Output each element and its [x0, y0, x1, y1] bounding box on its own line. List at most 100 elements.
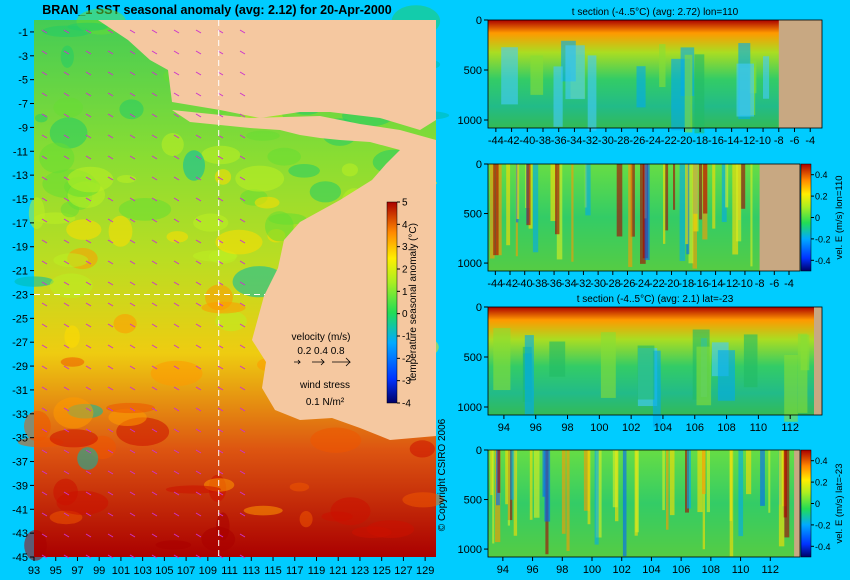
wind-arrow: [107, 155, 114, 160]
wind-arrow: [151, 407, 158, 412]
wind-arrow: [41, 29, 48, 34]
section-colorbar: [800, 163, 812, 272]
map-x-tick-label: 97: [71, 565, 83, 577]
wind-arrow: [195, 344, 202, 349]
wind-arrow: [63, 134, 70, 139]
section-feature: [685, 164, 689, 245]
wind-arrow: [195, 302, 202, 307]
section-feature: [797, 333, 808, 413]
anomaly-patch: [243, 505, 283, 516]
section-x-tick-label: -40: [517, 278, 533, 290]
anomaly-patch: [215, 311, 247, 332]
wind-arrow: [239, 491, 246, 496]
wind-arrow: [85, 344, 92, 349]
wind-arrow: [151, 50, 158, 55]
section-feature: [663, 164, 666, 244]
section-feature: [666, 450, 669, 530]
anomaly-patch: [161, 133, 184, 156]
wind-arrow: [151, 344, 158, 349]
wind-arrow: [63, 302, 70, 307]
wind-arrow: [129, 260, 136, 265]
section-feature: [507, 450, 510, 526]
section-feature: [760, 450, 765, 506]
section-x-tick-label: 112: [762, 564, 780, 576]
wind-arrow: [195, 491, 202, 496]
section-x-tick-label: 102: [613, 564, 631, 576]
wind-arrow: [63, 512, 70, 517]
section-x-tick-label: -24: [634, 278, 650, 290]
wind-arrow: [85, 50, 92, 55]
wind-arrow: [173, 470, 180, 475]
section-x-tick-label: -6: [769, 278, 779, 290]
wind-arrow: [173, 260, 180, 265]
wind-arrow: [41, 239, 48, 244]
wind-arrow: [129, 134, 136, 139]
wind-arrow: [107, 218, 114, 223]
map-y-tick-label: -35: [12, 433, 28, 445]
wind-arrow: [217, 176, 224, 181]
section-colorbar-label: vel. E (m/s) lat=-23: [834, 464, 845, 544]
wind-arrow: [107, 533, 114, 538]
anomaly-patch: [53, 253, 89, 268]
wind-arrow: [63, 29, 70, 34]
wind-arrow: [85, 365, 92, 370]
wind-arrow: [195, 176, 202, 181]
wind-arrow: [151, 71, 158, 76]
wind-arrow: [151, 533, 158, 538]
map-x-tick-label: 127: [394, 565, 412, 577]
wind-arrow: [107, 323, 114, 328]
anomaly-patch: [288, 164, 320, 178]
wind-arrow: [151, 302, 158, 307]
wind-arrow: [85, 554, 92, 559]
section-feature: [571, 164, 574, 262]
section-x-tick-label: -14: [708, 278, 724, 290]
wind-arrow: [41, 533, 48, 538]
section-x-tick-label: -4: [805, 135, 815, 147]
map-x-tick-label: 111: [221, 565, 238, 577]
wind-arrow: [129, 113, 136, 118]
map-x-tick-label: 123: [351, 565, 369, 577]
wind-arrow: [63, 386, 70, 391]
section-y-tick-label: 0: [476, 445, 482, 457]
section-y-tick-label: 500: [464, 352, 482, 364]
section-x-tick-label: -10: [755, 135, 771, 147]
section-land: [759, 164, 800, 271]
copyright-notice: © Copyright CSIRO 2006: [437, 418, 448, 531]
section-feature: [673, 164, 676, 210]
map-colorbar-tick-label: -1: [402, 332, 411, 343]
section-feature: [549, 341, 566, 377]
section-feature: [622, 450, 627, 557]
wind-arrow: [239, 281, 246, 286]
wind-arrow: [129, 197, 136, 202]
anomaly-patch: [53, 397, 94, 429]
wind-arrow: [41, 113, 48, 118]
wind-arrow: [63, 365, 70, 370]
map-x-tick-label: 105: [155, 565, 173, 577]
wind-arrow: [195, 134, 202, 139]
map-title: BRAN_1 SST seasonal anomaly (avg: 2.12) …: [42, 3, 391, 17]
wind-arrow: [107, 176, 114, 181]
wind-arrow: [63, 281, 70, 286]
wind-arrow: [85, 491, 92, 496]
section-panel-2: -44-42-40-38-36-34-32-30-28-26-24-22-20-…: [458, 159, 845, 290]
map-colorbar-tick-label: 2: [402, 265, 408, 276]
map-y-tick-label: -45: [12, 552, 28, 564]
section-land: [794, 450, 800, 557]
wind-arrow: [239, 155, 246, 160]
wind-arrow: [107, 554, 114, 559]
section-feature: [738, 450, 744, 537]
section-x-tick-label: 100: [590, 422, 608, 434]
section-x-tick-label: 112: [781, 422, 799, 434]
section-x-tick-label: -28: [614, 135, 630, 147]
wind-arrow: [129, 323, 136, 328]
anomaly-patch: [35, 113, 48, 123]
anomaly-patch: [24, 530, 47, 561]
section-x-tick-label: -26: [620, 278, 636, 290]
section-feature: [746, 450, 752, 495]
wind-arrow: [129, 239, 136, 244]
wind-arrow: [129, 218, 136, 223]
section-y-tick-label: 0: [476, 159, 482, 171]
section-feature: [497, 450, 501, 493]
map-x-tick-label: 117: [286, 565, 304, 577]
section-land: [778, 20, 822, 128]
